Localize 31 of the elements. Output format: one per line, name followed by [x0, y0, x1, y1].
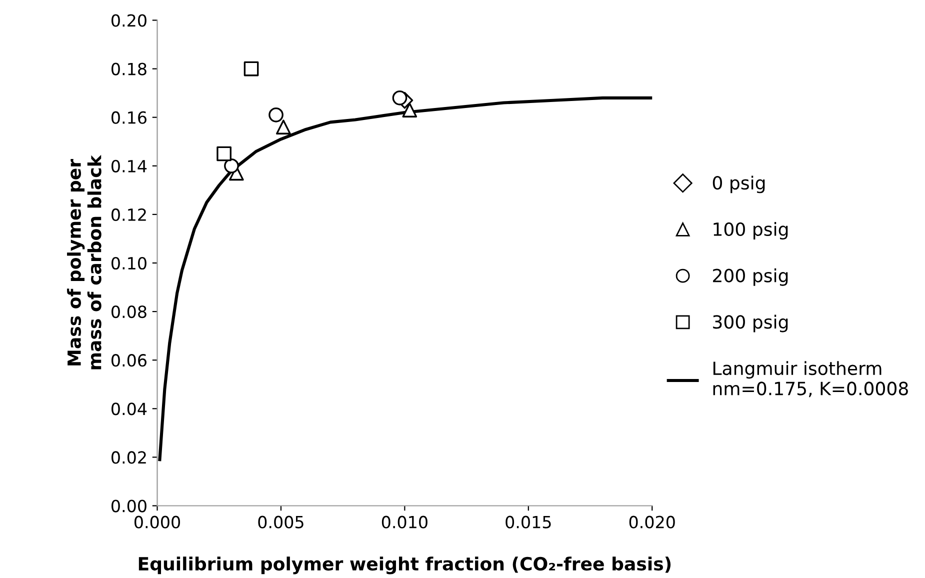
line-series — [158, 96, 652, 462]
y-tick-label: 0.16 — [112, 111, 146, 124]
point — [224, 158, 239, 174]
point — [402, 102, 418, 118]
y-axis-title: Mass of polymer per mass of carbon black — [67, 154, 102, 370]
legend-label: 0 psig — [712, 176, 765, 194]
point — [276, 120, 291, 134]
point — [216, 146, 232, 162]
y-tick-label: 0.00 — [112, 500, 146, 512]
legend-label: 300 psig — [713, 314, 788, 332]
legend-label: Langmuir isotherm nm=0.175, K=0.0008 — [713, 361, 908, 398]
y-tick-label: 0.14 — [112, 160, 147, 172]
point — [392, 90, 408, 106]
x-tick-label: 0.015 — [506, 516, 551, 528]
x-tick-label: 0.005 — [258, 516, 304, 528]
point — [244, 61, 259, 76]
y-tick-label: 0.20 — [112, 14, 146, 27]
y-tick-label: 0.12 — [112, 208, 146, 222]
y-tick-label: 0.04 — [112, 402, 147, 416]
x-tick-label: 0.010 — [382, 516, 428, 528]
x-axis-title: Equilibrium polymer weight fraction (CO₂-free basis) — [138, 556, 671, 574]
point — [268, 107, 284, 122]
legend-label: 100 psig — [714, 222, 788, 240]
y-tick-label: 0.08 — [112, 306, 146, 318]
y-tick-label: 0.18 — [112, 62, 146, 76]
y-tick-label: 0.02 — [112, 451, 146, 464]
y-tick-label: 0.10 — [112, 256, 146, 270]
x-tick-label: 0.000 — [134, 516, 180, 528]
y-tick-label: 0.06 — [112, 354, 146, 367]
x-tick-label: 0.020 — [629, 516, 675, 528]
legend-label: 200 psig — [713, 268, 788, 286]
